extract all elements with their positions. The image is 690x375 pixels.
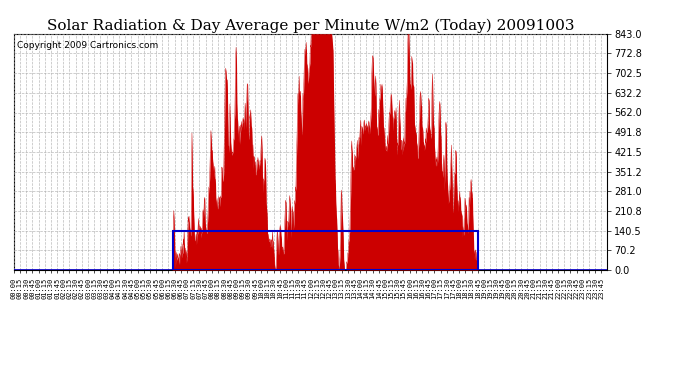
Bar xyxy=(172,231,477,270)
Text: Copyright 2009 Cartronics.com: Copyright 2009 Cartronics.com xyxy=(17,41,158,50)
Title: Solar Radiation & Day Average per Minute W/m2 (Today) 20091003: Solar Radiation & Day Average per Minute… xyxy=(47,18,574,33)
